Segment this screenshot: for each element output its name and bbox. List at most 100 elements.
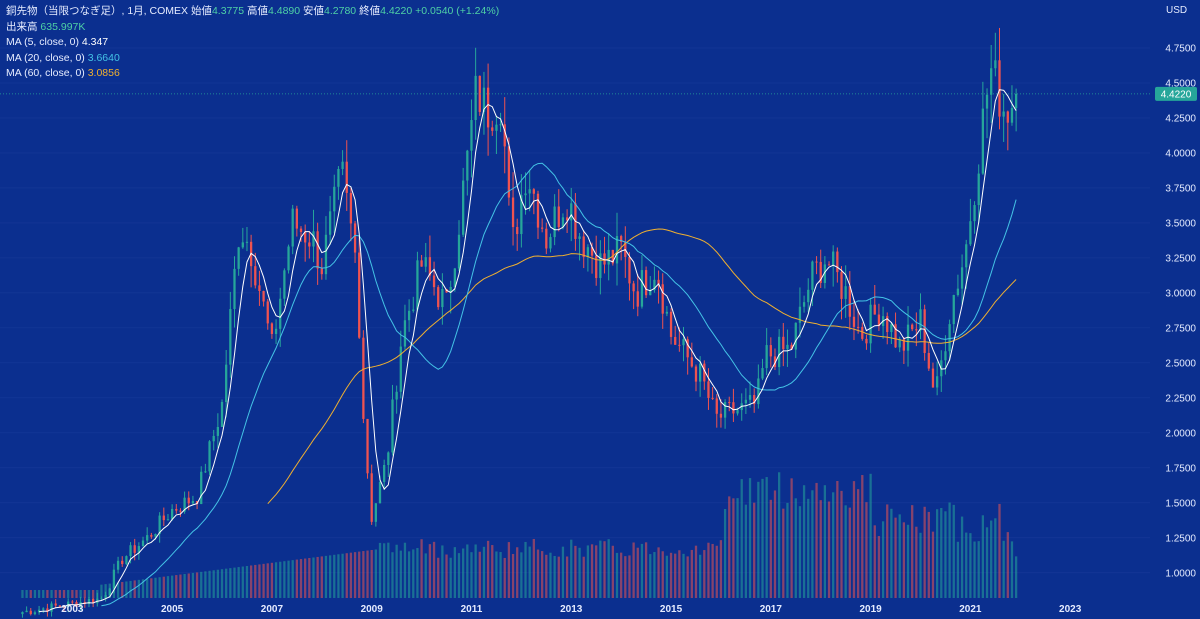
candle-body: [852, 316, 856, 327]
volume-bar: [653, 552, 656, 598]
candle-body: [304, 231, 307, 243]
volume-bar: [786, 502, 789, 598]
volume-bar: [166, 576, 170, 598]
volume-bar: [699, 554, 702, 598]
volume-bar: [399, 550, 402, 598]
volume-bar: [470, 552, 473, 598]
ma20-row[interactable]: MA (20, close, 0) 3.6640: [6, 51, 499, 67]
ma20-line: [101, 162, 1017, 607]
volume-bar: [428, 544, 432, 598]
candle-body: [58, 605, 62, 607]
volume-bar: [661, 551, 664, 598]
volume-bar: [969, 533, 972, 598]
volume-bar: [407, 551, 411, 598]
volume-bar: [865, 502, 868, 598]
y-tick-label: 2.5000: [1165, 358, 1196, 369]
volume-bar: [441, 545, 444, 598]
volume-bar: [998, 503, 1001, 598]
candle-body: [212, 435, 215, 442]
volume-bar: [761, 478, 764, 598]
volume-bar: [1010, 541, 1014, 598]
volume-bar: [420, 539, 423, 598]
ma5-row[interactable]: MA (5, close, 0) 4.347: [6, 35, 499, 51]
volume-bar: [245, 566, 249, 598]
candle-body: [931, 368, 935, 388]
candle-body: [644, 270, 648, 296]
volume-bar: [79, 590, 82, 598]
volume-bar: [453, 547, 456, 598]
candle-body: [894, 324, 897, 348]
volume-bar: [665, 555, 669, 598]
ma5-line: [39, 89, 1017, 613]
candle-body: [391, 399, 394, 453]
volume-bar: [541, 551, 544, 598]
candle-body: [374, 503, 377, 522]
ma20-value: 3.6640: [87, 51, 120, 64]
volume-bar: [719, 540, 723, 598]
candle-body: [549, 237, 552, 249]
candle-body: [387, 452, 390, 465]
candle-body: [229, 309, 232, 365]
price-unit[interactable]: USD: [1166, 5, 1188, 16]
volume-bar: [204, 571, 207, 598]
candle-body: [503, 124, 506, 147]
candle-body: [403, 320, 407, 347]
candle-body: [104, 595, 107, 599]
ma60-row[interactable]: MA (60, close, 0) 3.0856: [6, 66, 499, 82]
candle-body: [204, 471, 207, 473]
candle-body: [603, 253, 606, 265]
candle-body: [719, 413, 723, 418]
volume-bar: [528, 546, 531, 598]
candle-body: [87, 598, 91, 604]
legend: 銅先物（当限つなぎ足）, 1月, COMEX 始値4.3775 高値4.4890…: [6, 4, 499, 82]
volume-bar: [570, 539, 573, 598]
volume-bar: [852, 481, 856, 598]
volume-bar: [457, 553, 461, 598]
volume-bar: [686, 556, 689, 598]
volume-bar: [586, 545, 590, 598]
x-tick-label: 2023: [1059, 604, 1082, 615]
candle-body: [607, 249, 610, 265]
candle-body: [898, 339, 901, 348]
candle-body: [478, 75, 481, 112]
volume-bar: [599, 540, 602, 598]
close-label: 終値: [359, 5, 381, 17]
symbol-title[interactable]: 銅先物（当限つなぎ足）, 1月, COMEX: [6, 5, 189, 17]
volume-bar: [412, 549, 415, 598]
volume-bar: [960, 516, 964, 598]
volume-bar: [324, 555, 328, 598]
volume-bar: [137, 579, 141, 598]
volume-bar: [21, 590, 24, 598]
candle-body: [1010, 108, 1014, 123]
candle-body: [183, 497, 186, 512]
volume-bar: [574, 545, 577, 598]
candle-body: [333, 186, 336, 212]
volume-bar: [536, 549, 540, 598]
last-price-tag: [1155, 86, 1197, 101]
candle-body: [258, 285, 261, 292]
y-tick-label: 4.0000: [1165, 148, 1196, 159]
volume-bar: [383, 543, 386, 598]
volume-bar: [121, 582, 124, 598]
volume-bar: [133, 580, 136, 598]
volume-bar: [279, 561, 282, 598]
candle-body: [482, 87, 486, 112]
candle-body: [254, 266, 257, 286]
ma60-line: [267, 228, 1017, 505]
y-tick-label: 1.2500: [1165, 533, 1196, 544]
volume-bar: [304, 558, 307, 598]
candle-body: [520, 195, 523, 235]
volume-bar: [740, 479, 743, 598]
candle-body: [599, 253, 602, 279]
volume-bar: [948, 502, 951, 598]
candle-body: [270, 323, 274, 334]
volume-bar: [150, 578, 153, 598]
volume-bar: [790, 478, 793, 598]
candle-body: [620, 236, 623, 242]
candle-body: [516, 227, 519, 235]
volume-bar: [827, 501, 831, 598]
volume-bar: [815, 482, 818, 598]
volume-bar: [395, 544, 398, 598]
